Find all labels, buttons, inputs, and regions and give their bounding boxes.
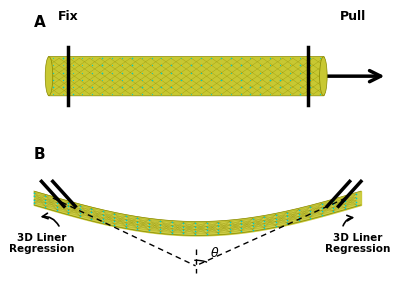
Text: B: B bbox=[34, 147, 46, 162]
Text: θ: θ bbox=[211, 247, 218, 260]
Ellipse shape bbox=[320, 57, 327, 96]
Text: 3D Liner
Regression: 3D Liner Regression bbox=[9, 233, 74, 254]
Text: Pull: Pull bbox=[340, 10, 366, 23]
Text: Fix: Fix bbox=[58, 10, 78, 23]
Text: 3D Liner
Regression: 3D Liner Regression bbox=[324, 233, 390, 254]
Text: A: A bbox=[34, 15, 46, 30]
Ellipse shape bbox=[45, 57, 53, 96]
FancyBboxPatch shape bbox=[48, 56, 324, 96]
